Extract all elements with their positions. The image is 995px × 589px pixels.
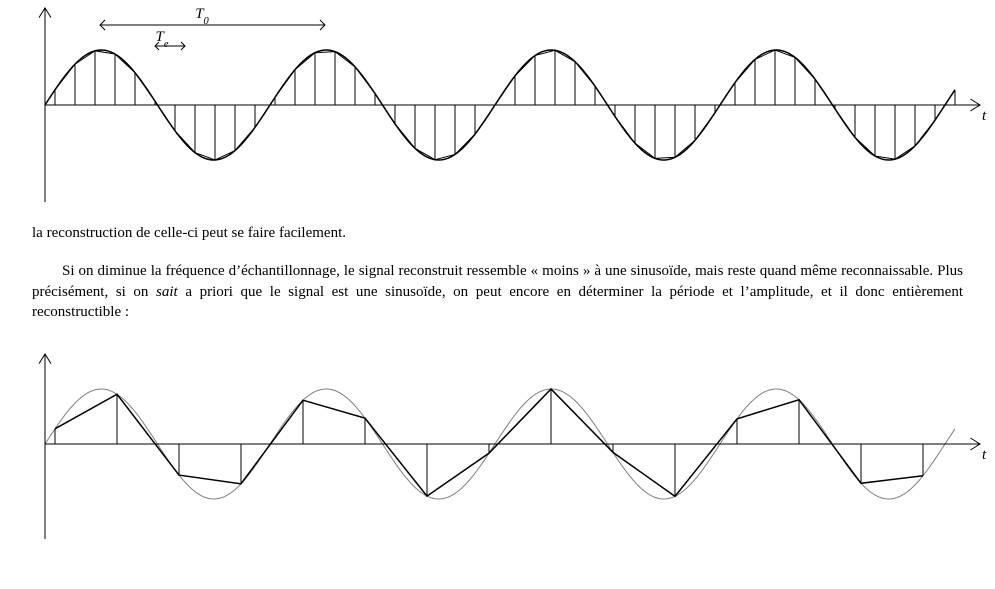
svg-text:t: t: [982, 447, 987, 463]
page-root: tT0Te la reconstruction de celle-ci peut…: [0, 0, 995, 589]
chart-2-sampled-sine-sparse: t: [0, 344, 995, 549]
chart-1-svg: tT0Te: [0, 0, 995, 210]
paragraph-reconstruction: la reconstruction de celle-ci peut se fa…: [0, 223, 995, 243]
svg-text:t: t: [982, 108, 987, 124]
para2-emph-sait: sait: [156, 284, 178, 300]
svg-text:T0: T0: [195, 6, 209, 27]
chart-1-sampled-sine-dense: tT0Te: [0, 0, 995, 215]
paragraph-lower-sampling: Si on diminue la fréquence d’échantillon…: [0, 261, 995, 322]
chart-2-svg: t: [0, 344, 995, 544]
